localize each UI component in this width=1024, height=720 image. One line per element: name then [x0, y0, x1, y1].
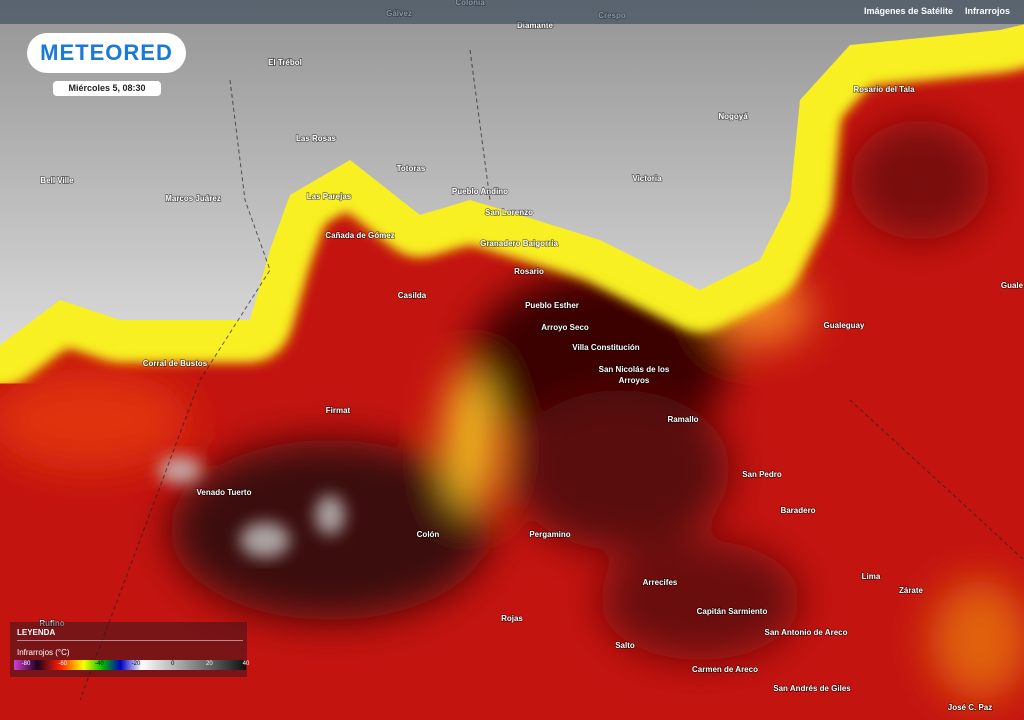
place-label: Pueblo Esther [525, 301, 579, 310]
place-label: Corral de Bustos [143, 359, 208, 368]
place-label: San Andrés de Giles [773, 684, 851, 693]
place-label: Colón [417, 530, 440, 539]
divider [17, 640, 243, 641]
place-label: Guale [1001, 281, 1024, 290]
place-label: Venado Tuerto [197, 488, 252, 497]
nav-link[interactable]: Infrarrojos [964, 6, 1010, 16]
place-label: Rojas [501, 614, 523, 623]
place-label: Carmen de Areco [692, 665, 758, 674]
place-labels: GálvezColoniaCrespoDiamanteEl TrébolNogo… [39, 0, 1024, 713]
borders [79, 49, 1024, 701]
place-label: Las Parejas [307, 192, 352, 201]
place-label: Arrecifes [643, 578, 678, 587]
place-label: San Lorenzo [485, 208, 533, 217]
legend: LEYENDA Infrarrojos (°C) -80 -60 -40 -20 0 20… [10, 622, 250, 677]
place-label: Rosario [514, 267, 544, 276]
place-label: Marcos Juárez [165, 194, 221, 203]
place-label: San Pedro [742, 470, 782, 479]
logo[interactable]: METEORED [27, 33, 186, 73]
place-label: Gualeguay [824, 321, 865, 330]
place-label: Victoria [632, 174, 662, 183]
color-scale [14, 660, 246, 670]
place-label: Rosario del Tala [853, 85, 915, 94]
place-label: Nogoyá [718, 112, 748, 121]
scale-tick: -20 [131, 661, 141, 667]
nav-links: Imágenes de Satélite Infrarrojos [852, 6, 1010, 16]
place-label: Bell Ville [40, 176, 74, 185]
scale-tick: -80 [21, 661, 31, 667]
scale-tick: 40 [242, 661, 250, 667]
place-label: San Antonio de Areco [765, 628, 848, 637]
nav-link[interactable]: Imágenes de Satélite [863, 6, 953, 16]
place-label: Zárate [899, 586, 924, 595]
place-label: Las Rosas [296, 134, 337, 143]
legend-title: LEYENDA [17, 628, 56, 637]
place-label: Firmat [326, 406, 351, 415]
place-label: San Nicolás de los [599, 365, 670, 374]
place-label: Arroyos [619, 376, 650, 385]
scale-tick: -60 [58, 661, 67, 667]
place-label: Ramallo [667, 415, 698, 424]
cold-spots [158, 456, 345, 558]
timestamp: Miércoles 5, 08:30 [53, 81, 161, 96]
place-label: Baradero [780, 506, 815, 515]
place-label: Lima [862, 572, 881, 581]
place-label: Capitán Sarmiento [697, 607, 768, 616]
place-label: Pergamino [529, 530, 570, 539]
place-label: José C. Paz [948, 703, 992, 712]
place-label: Cañada de Gómez [325, 231, 394, 240]
place-label: Salto [615, 641, 635, 650]
place-label: El Trébol [268, 58, 302, 67]
place-label: Totoras [397, 164, 426, 173]
place-label: Granadero Baigorria [480, 239, 558, 248]
cloud-tops [0, 120, 1024, 700]
scale-tick: -40 [94, 661, 104, 667]
legend-subtitle: Infrarrojos (°C) [17, 648, 70, 657]
place-label: Pueblo Andino [452, 187, 508, 196]
cloud-edge [0, 0, 1024, 380]
place-label: Villa Constitución [572, 343, 640, 352]
place-label: Casilda [398, 291, 427, 300]
scale-tick: 20 [205, 661, 213, 667]
place-label: Arroyo Seco [541, 323, 589, 332]
scale-tick: 0 [170, 661, 175, 667]
place-label: Diamante [517, 21, 554, 30]
top-bar: Imágenes de Satélite Infrarrojos [0, 0, 1024, 24]
